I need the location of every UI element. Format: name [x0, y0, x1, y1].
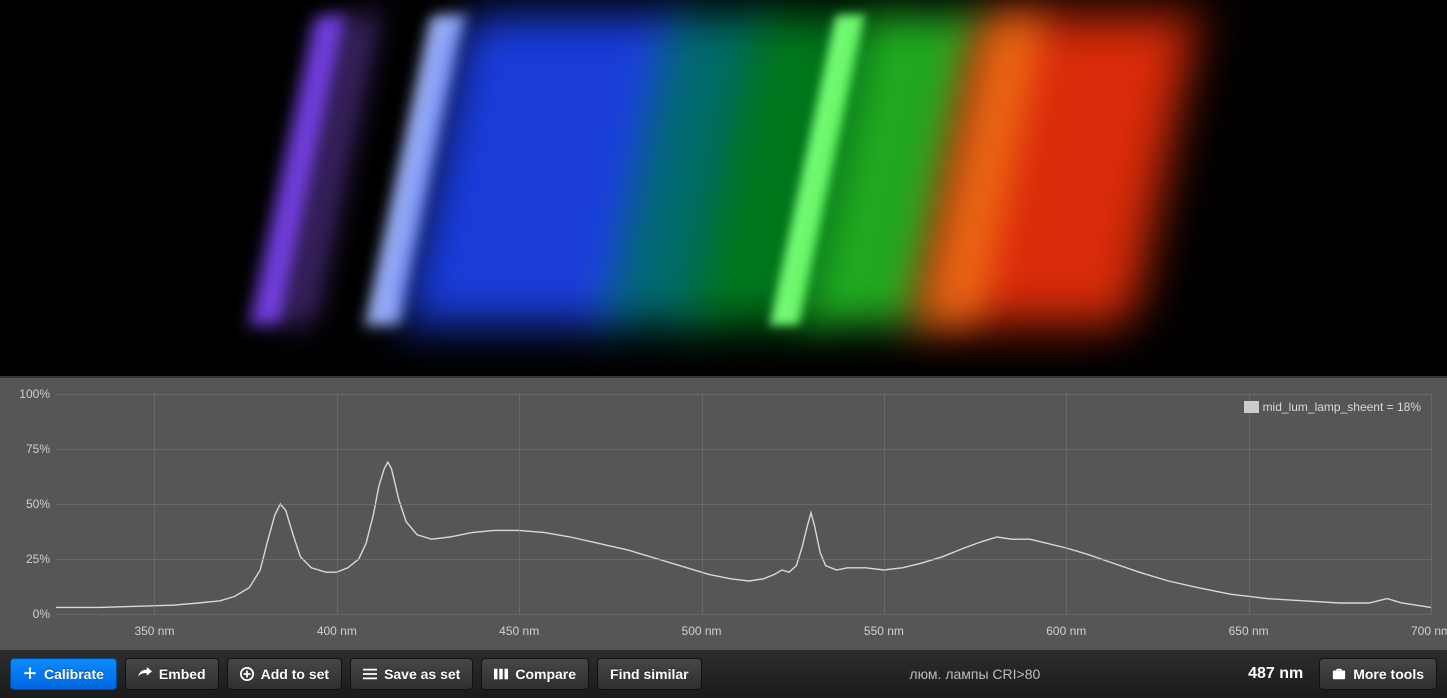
more-tools-label: More tools — [1353, 666, 1424, 682]
y-tick: 25% — [0, 552, 50, 566]
wavelength-readout: 487 nm — [1248, 665, 1303, 683]
footer-note: люм. лампы CRI>80 — [909, 666, 1040, 682]
save-as-set-label: Save as set — [384, 666, 460, 682]
add-to-set-label: Add to set — [261, 666, 329, 682]
spectrum-trace — [56, 462, 1431, 607]
legend-label: mid_lum_lamp_sheent = 18% — [1263, 400, 1421, 414]
list-icon — [363, 667, 377, 681]
embed-button[interactable]: Embed — [125, 658, 219, 690]
spectrum-image — [0, 0, 1447, 376]
add-to-set-button[interactable]: Add to set — [227, 658, 342, 690]
toolbar: Calibrate Embed Add to set Save as set C… — [0, 650, 1447, 698]
find-similar-button[interactable]: Find similar — [597, 658, 702, 690]
legend-swatch — [1244, 401, 1259, 413]
x-tick: 400 nm — [317, 624, 357, 638]
calibrate-label: Calibrate — [44, 666, 104, 682]
x-tick: 350 nm — [134, 624, 174, 638]
compare-label: Compare — [515, 666, 576, 682]
chart-legend: mid_lum_lamp_sheent = 18% — [1240, 398, 1425, 416]
y-tick: 100% — [0, 387, 50, 401]
find-similar-label: Find similar — [610, 666, 689, 682]
columns-icon — [494, 667, 508, 681]
x-tick: 450 nm — [499, 624, 539, 638]
x-tick: 700 nm — [1411, 624, 1447, 638]
share-icon — [138, 667, 152, 681]
plus-circle-icon — [240, 667, 254, 681]
briefcase-icon — [1332, 667, 1346, 681]
compare-button[interactable]: Compare — [481, 658, 589, 690]
x-tick: 550 nm — [864, 624, 904, 638]
y-tick: 0% — [0, 607, 50, 621]
move-icon — [23, 667, 37, 681]
y-tick: 75% — [0, 442, 50, 456]
calibrate-button[interactable]: Calibrate — [10, 658, 117, 690]
x-tick: 500 nm — [682, 624, 722, 638]
embed-label: Embed — [159, 666, 206, 682]
x-tick: 650 nm — [1229, 624, 1269, 638]
x-tick: 600 nm — [1046, 624, 1086, 638]
spectrum-chart[interactable]: mid_lum_lamp_sheent = 18% 350 nm 400 nm 45… — [0, 376, 1447, 650]
save-as-set-button[interactable]: Save as set — [350, 658, 473, 690]
y-tick: 50% — [0, 497, 50, 511]
more-tools-button[interactable]: More tools — [1319, 658, 1437, 690]
